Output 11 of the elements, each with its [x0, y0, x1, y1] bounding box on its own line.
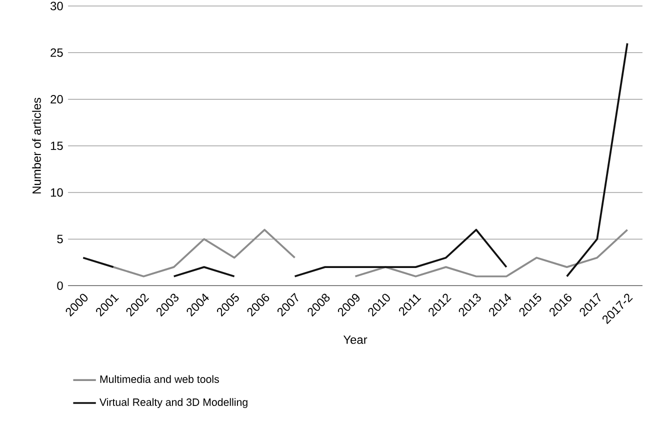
y-tick-label: 5: [57, 234, 63, 244]
y-tick-label: 10: [50, 188, 63, 197]
y-tick-label: 30: [50, 2, 63, 10]
y-axis-title: Number of articles: [32, 98, 41, 194]
x-axis-title: Year: [343, 336, 368, 344]
y-tick-label: 20: [50, 95, 63, 104]
legend-label: Virtual Realty and 3D Modelling: [100, 398, 248, 408]
y-tick-label: 25: [50, 48, 63, 57]
legend-label: Multimedia and web tools: [100, 375, 219, 384]
y-tick-label: 15: [50, 142, 63, 150]
y-tick-label: 0: [57, 282, 63, 290]
